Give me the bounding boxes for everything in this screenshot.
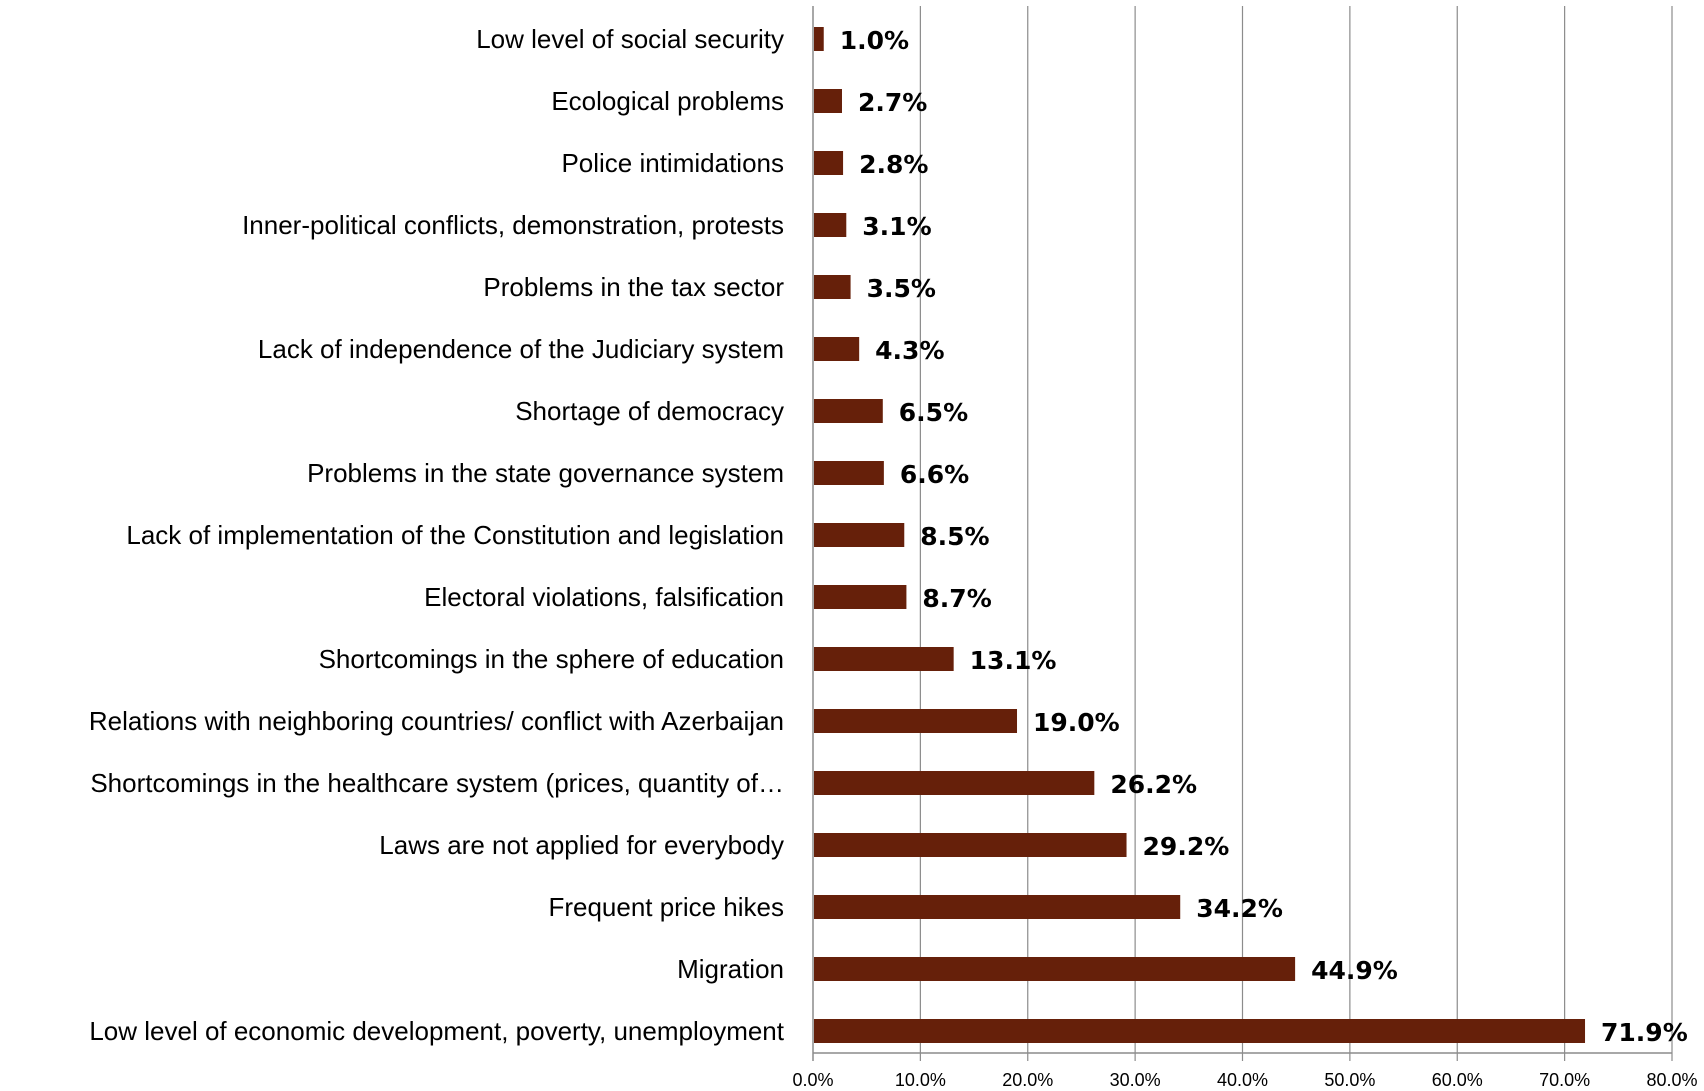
data-label: 3.5% <box>867 274 936 303</box>
x-axis-tick-labels: 0.0% 10.0% 20.0% 30.0% 40.0% 50.0% 60.0% 70.0% 8… <box>792 1070 1697 1090</box>
category-label: Shortage of democracy <box>515 396 784 426</box>
data-label: 2.7% <box>858 88 927 117</box>
x-tick-label: 50.0% <box>1324 1070 1375 1090</box>
category-label: Lack of implementation of the Constituti… <box>126 520 784 550</box>
category-label: Problems in the state governance system <box>307 458 784 488</box>
bar <box>814 523 905 547</box>
category-label: Problems in the tax sector <box>483 272 784 302</box>
data-label: 26.2% <box>1110 770 1197 799</box>
category-label: Shortcomings in the healthcare system (p… <box>90 768 784 798</box>
category-label: Inner-political conflicts, demonstration… <box>242 210 784 240</box>
category-label: Shortcomings in the sphere of education <box>319 644 784 674</box>
x-tick-label: 0.0% <box>792 1070 833 1090</box>
x-tick-label: 20.0% <box>1002 1070 1053 1090</box>
x-tick-label: 10.0% <box>895 1070 946 1090</box>
data-label: 34.2% <box>1196 894 1283 923</box>
data-label: 2.8% <box>859 150 928 179</box>
data-label: 19.0% <box>1033 708 1120 737</box>
bar <box>814 275 851 299</box>
category-label: Frequent price hikes <box>548 892 784 922</box>
category-label: Electoral violations, falsification <box>424 582 784 612</box>
category-label: Police intimidations <box>561 148 784 178</box>
bar <box>814 151 844 175</box>
bar <box>814 461 884 485</box>
x-tick-label: 60.0% <box>1432 1070 1483 1090</box>
data-label: 4.3% <box>875 336 944 365</box>
bar <box>814 337 860 361</box>
bar <box>814 709 1018 733</box>
data-label: 8.7% <box>922 584 991 613</box>
bar <box>814 585 907 609</box>
category-label: Ecological problems <box>551 86 784 116</box>
data-label: 8.5% <box>920 522 989 551</box>
category-label: Lack of independence of the Judiciary sy… <box>258 334 784 364</box>
data-label: 13.1% <box>970 646 1057 675</box>
bars <box>814 27 1586 1043</box>
category-label: Migration <box>677 954 784 984</box>
bar <box>814 957 1296 981</box>
data-label: 1.0% <box>840 26 909 55</box>
bar <box>814 833 1127 857</box>
data-label: 44.9% <box>1311 956 1398 985</box>
bar <box>814 1019 1586 1043</box>
bar <box>814 89 842 113</box>
bar <box>814 213 847 237</box>
bar <box>814 895 1181 919</box>
data-label: 71.9% <box>1601 1018 1688 1047</box>
category-label: Low level of social security <box>476 24 784 54</box>
data-label: 3.1% <box>862 212 931 241</box>
grid-lines <box>812 6 1673 1061</box>
x-tick-label: 70.0% <box>1539 1070 1590 1090</box>
x-tick-label: 30.0% <box>1110 1070 1161 1090</box>
data-label: 6.6% <box>900 460 969 489</box>
bar <box>814 647 954 671</box>
category-label: Laws are not applied for everybody <box>379 830 784 860</box>
value-labels: 1.0% 2.7% 2.8% 3.1% 3.5% 4.3% 6.5% 6.6% 8.5% 8.7%… <box>840 26 1688 1047</box>
data-label: 6.5% <box>899 398 968 427</box>
bar <box>814 399 883 423</box>
x-tick-label: 80.0% <box>1646 1070 1697 1090</box>
bar <box>814 771 1095 795</box>
data-label: 29.2% <box>1143 832 1230 861</box>
category-label: Relations with neighboring countries/ co… <box>89 706 784 736</box>
category-labels: Low level of social security Ecological p… <box>89 24 785 1046</box>
category-label: Low level of economic development, pover… <box>89 1016 784 1046</box>
bar <box>814 27 824 51</box>
x-tick-label: 40.0% <box>1217 1070 1268 1090</box>
